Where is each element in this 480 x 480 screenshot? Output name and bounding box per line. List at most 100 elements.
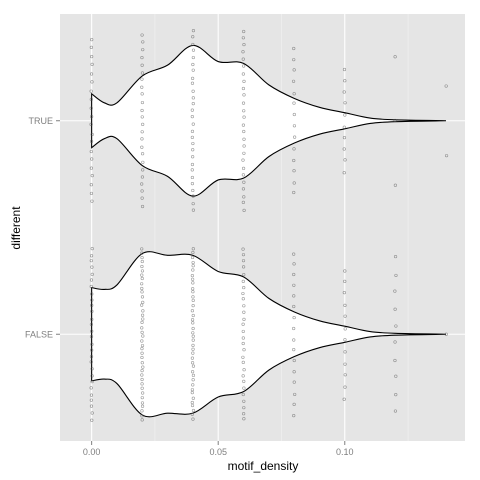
data-point	[241, 259, 246, 263]
data-point	[292, 338, 296, 342]
data-point	[140, 100, 145, 105]
data-point	[342, 125, 346, 129]
data-point	[241, 187, 246, 191]
data-point	[292, 101, 296, 105]
data-point	[140, 85, 144, 89]
data-point	[140, 115, 144, 119]
data-point	[90, 309, 94, 313]
data-point	[191, 313, 195, 318]
data-point	[241, 200, 245, 204]
data-point	[140, 373, 144, 377]
data-point	[292, 272, 296, 277]
data-point	[140, 343, 145, 348]
data-point	[191, 417, 195, 421]
data-point	[89, 360, 93, 364]
data-point	[90, 298, 94, 302]
data-point	[241, 123, 246, 127]
data-point	[343, 303, 347, 308]
data-point	[343, 338, 347, 342]
data-point	[292, 112, 296, 117]
data-point	[89, 254, 94, 258]
violin-false	[91, 251, 447, 418]
data-point	[89, 386, 93, 390]
data-point	[90, 199, 94, 203]
data-point	[89, 284, 93, 289]
data-point	[140, 247, 144, 251]
data-point	[140, 303, 144, 307]
data-point	[141, 365, 145, 369]
data-point	[191, 277, 195, 281]
data-point	[241, 253, 246, 257]
data-point	[140, 92, 144, 96]
data-point	[393, 409, 398, 413]
data-point	[241, 166, 246, 170]
data-point	[191, 76, 195, 80]
data-point	[393, 340, 397, 344]
data-point	[141, 48, 145, 52]
data-point	[90, 379, 94, 384]
data-point	[191, 343, 195, 347]
data-point	[191, 62, 195, 67]
data-point	[292, 358, 296, 363]
data-point	[191, 408, 196, 413]
data-point	[241, 265, 246, 269]
data-point	[140, 251, 144, 255]
data-point	[191, 96, 195, 100]
data-point	[140, 63, 144, 67]
data-point	[140, 273, 144, 277]
data-point	[343, 158, 347, 162]
data-point	[140, 286, 144, 291]
data-point	[242, 109, 246, 113]
data-point	[140, 189, 144, 193]
data-point	[292, 304, 296, 309]
data-point	[140, 382, 144, 386]
x-tick-label: 0.05	[209, 447, 227, 457]
data-point	[140, 396, 144, 400]
data-point	[292, 315, 296, 320]
data-point	[191, 383, 195, 387]
data-point	[242, 386, 246, 390]
data-point	[292, 124, 297, 128]
data-point	[191, 48, 196, 52]
data-point	[242, 79, 246, 83]
data-point	[140, 313, 145, 317]
data-point	[343, 101, 347, 105]
data-point	[140, 351, 144, 355]
data-point	[191, 141, 195, 146]
data-point	[292, 190, 296, 195]
data-point	[242, 42, 246, 47]
data-point	[140, 130, 144, 134]
data-point	[393, 289, 397, 293]
data-point	[242, 399, 246, 403]
data-point	[191, 347, 195, 351]
y-axis: TRUE FALSE	[25, 116, 60, 339]
data-point	[140, 401, 145, 405]
data-point	[141, 40, 145, 44]
data-point	[141, 300, 145, 304]
data-point	[140, 326, 144, 330]
data-point	[190, 356, 194, 360]
data-point	[90, 367, 94, 371]
data-point	[89, 139, 94, 143]
data-point	[190, 162, 195, 167]
data-point	[241, 322, 245, 326]
data-point	[343, 269, 347, 273]
data-point	[242, 115, 246, 119]
data-point	[191, 334, 195, 338]
data-point	[90, 329, 94, 333]
data-point	[190, 114, 194, 119]
data-point	[190, 129, 195, 133]
data-point	[191, 287, 195, 291]
data-point	[89, 393, 94, 397]
data-point	[89, 404, 94, 408]
data-point	[292, 147, 296, 151]
data-points	[89, 29, 449, 422]
data-point	[191, 338, 195, 342]
data-point	[292, 294, 296, 298]
data-point	[140, 295, 145, 299]
data-point	[190, 175, 194, 180]
data-point	[141, 168, 145, 172]
data-point	[393, 183, 397, 187]
y-axis-title: different	[9, 206, 23, 250]
